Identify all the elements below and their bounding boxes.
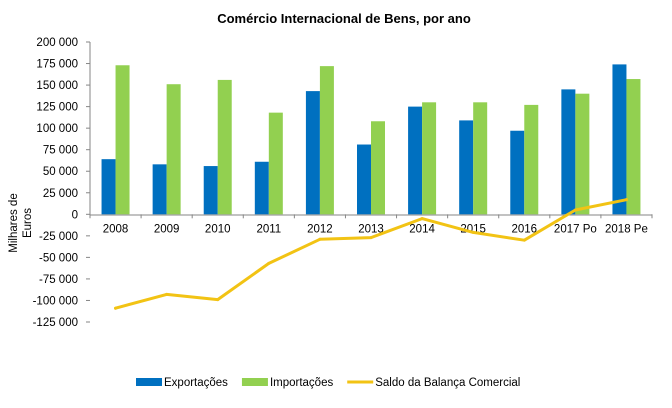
balance-line (114, 198, 628, 310)
bar-importacoes-2012 (319, 66, 334, 215)
y-tick-label: -50 000 (39, 252, 78, 264)
y-tick-label: -125 000 (33, 317, 78, 329)
x-tick-label: 2012 (307, 223, 333, 235)
legend-label: Saldo da Balança Comercial (375, 377, 520, 389)
bar-importacoes-2010 (217, 79, 232, 215)
bar-exportacoes-2011 (254, 161, 269, 215)
legend-item-exportacoes: Exportações (136, 377, 228, 389)
bar-importacoes-2013 (371, 121, 385, 215)
bar-exportacoes-2017-Po (561, 89, 576, 215)
y-tick-label: 50 000 (43, 166, 78, 178)
chart-title: Comércio Internacional de Bens, por ano (217, 11, 471, 26)
x-tick-label: 2017 Po (554, 223, 597, 235)
bar-exportacoes-2016 (510, 130, 525, 215)
saldo-point-2014 (420, 217, 424, 221)
bar-exportacoes-2015 (459, 120, 474, 215)
y-axis-label: Milhares de Euros (8, 193, 34, 252)
saldo-point-2013 (369, 236, 373, 240)
bar-importacoes-2009 (166, 84, 181, 215)
legend-swatch (241, 378, 268, 386)
y-tick-label: 200 000 (36, 37, 78, 49)
bar-importacoes-2018-Pe (626, 79, 641, 215)
saldo-point-2016 (522, 238, 526, 242)
y-axis-label-line-1: Milhares de (8, 193, 20, 252)
y-tick-label: 0 (72, 209, 78, 221)
saldo-point-2012 (318, 237, 322, 241)
y-tick-label: 175 000 (36, 59, 78, 71)
x-tick-label: 2014 (409, 223, 435, 235)
legend-label: Importações (270, 377, 334, 389)
x-tick-label: 2018 Pe (605, 223, 648, 235)
bar-importacoes-2015 (473, 102, 488, 215)
saldo-point-2009 (165, 292, 169, 296)
y-tick-label: 25 000 (43, 188, 78, 200)
bar-exportacoes-2013 (357, 144, 371, 215)
legend-item-importacoes: Importações (241, 377, 334, 389)
bar-importacoes-2014 (422, 102, 437, 215)
bar-exportacoes-2010 (203, 166, 218, 215)
bar-exportacoes-2018-Pe (612, 64, 627, 215)
x-tick-label: 2009 (154, 223, 180, 235)
x-tick-label: 2013 (358, 223, 384, 235)
bar-importacoes-2016 (524, 104, 539, 215)
bars (101, 64, 641, 215)
bar-importacoes-2011 (268, 112, 283, 215)
y-tick-label: 150 000 (36, 80, 78, 92)
saldo-point-2008 (114, 306, 118, 310)
y-ticks: 200 000 175 000 150 000 125 000 100 000 75 00… (33, 37, 90, 329)
saldo-point-2011 (267, 261, 271, 265)
bar-exportacoes-2014 (408, 106, 423, 215)
y-tick-label: -100 000 (33, 295, 78, 307)
saldo-point-2015 (471, 230, 475, 234)
x-tick-label: 2016 (511, 223, 537, 235)
legend-item-saldo: Saldo da Balança Comercial (347, 377, 520, 389)
x-tick-label: 2011 (256, 223, 281, 235)
y-axis-label-line-2: Euros (22, 208, 34, 238)
y-tick-label: 100 000 (36, 123, 78, 135)
legend-label: Exportações (164, 377, 228, 389)
legend-swatch (136, 378, 162, 386)
y-tick-label: -75 000 (39, 274, 78, 286)
bar-exportacoes-2008 (101, 159, 116, 215)
saldo-point-2017-Po (573, 208, 577, 212)
bar-importacoes-2008 (115, 65, 130, 215)
legend: Exportações Importações Saldo da Balança C… (136, 377, 520, 389)
y-tick-label: -25 000 (39, 231, 78, 243)
x-tick-label: 2010 (205, 223, 231, 235)
y-tick-label: 75 000 (43, 145, 78, 157)
y-tick-label: 125 000 (36, 102, 78, 114)
x-tick-label: 2008 (103, 223, 129, 235)
bar-exportacoes-2012 (305, 91, 320, 215)
saldo-point-2018-Pe (624, 198, 628, 202)
bar-exportacoes-2009 (152, 164, 167, 215)
saldo-point-2010 (216, 298, 220, 302)
x-tick-labels: 2008 2009 2010 2011 2012 2013 2014 2015 2016 2017… (89, 214, 653, 235)
bar-importacoes-2017-Po (575, 93, 590, 215)
